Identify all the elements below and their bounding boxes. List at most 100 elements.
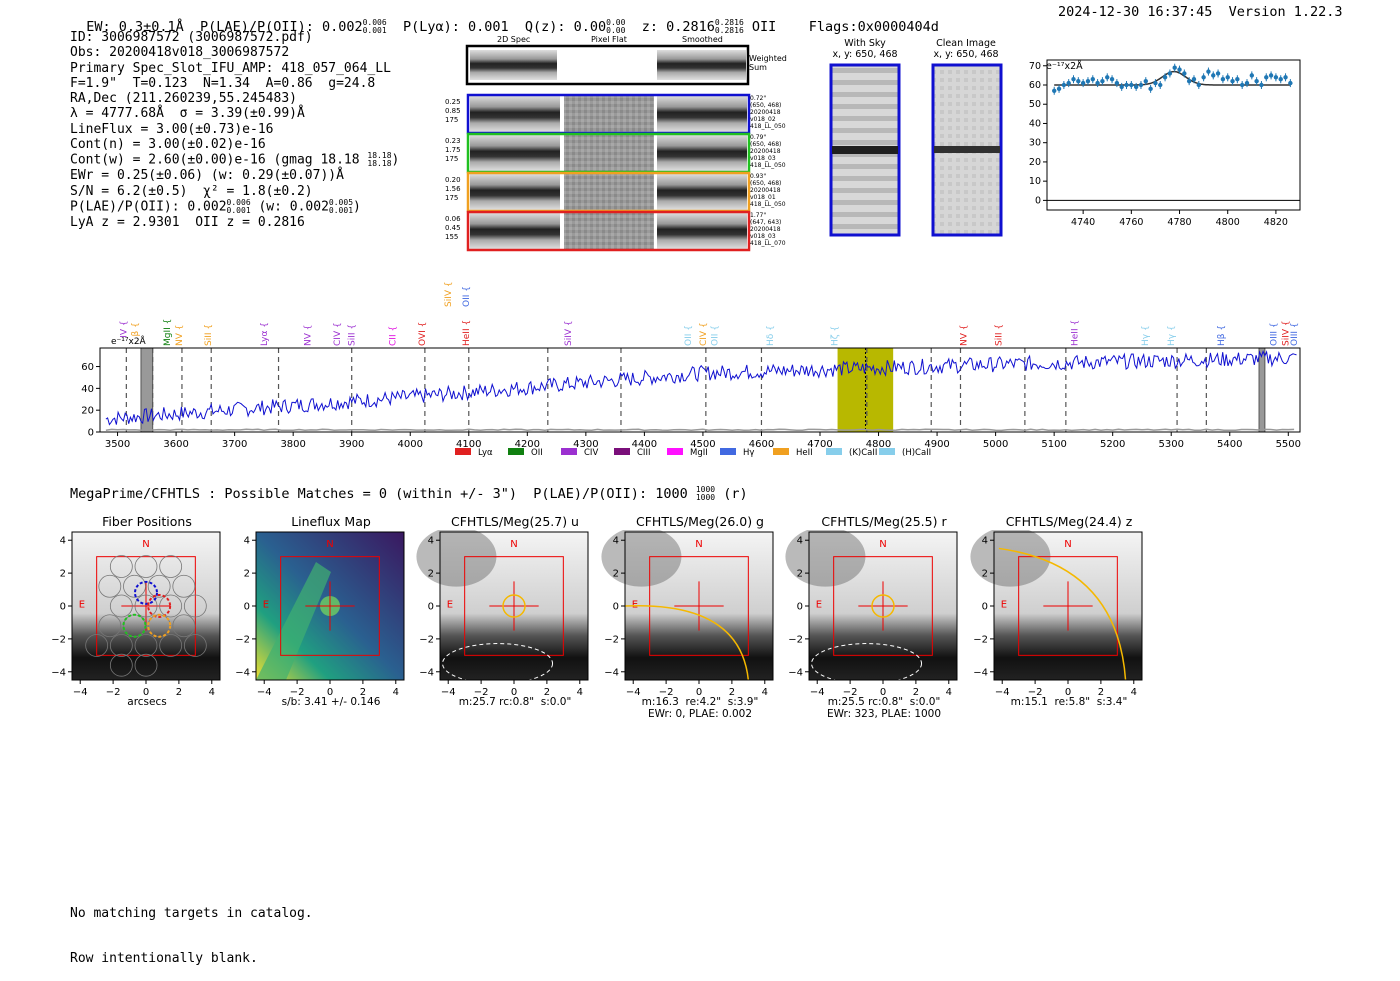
- panel-xtick-label: 0: [327, 687, 333, 698]
- zoom-point: [1259, 82, 1264, 88]
- spectrum-xtick-label: 4900: [924, 439, 949, 450]
- zoom-point: [1211, 73, 1216, 78]
- panel-north-label: N: [510, 539, 517, 550]
- spectrum-xtick-label: 4100: [456, 439, 481, 450]
- panel-aperture-arc: [998, 547, 1127, 681]
- panel-xtick-label: 2: [544, 687, 550, 698]
- panel-caption-line1: m:16.3 re:4.2" s:3.9": [641, 696, 759, 708]
- panel-north-label: N: [326, 539, 333, 550]
- cutout-right-value: 20200418: [750, 109, 781, 116]
- panel-east-label: E: [263, 600, 269, 611]
- spectrum-legend-item: CIII: [614, 448, 650, 458]
- fiber-circle: [85, 634, 109, 657]
- spectrum-frame: [99, 347, 1301, 433]
- panel-xtick-label: 0: [511, 687, 517, 698]
- zoom-point: [1119, 84, 1124, 90]
- fiber-circle: [109, 555, 133, 578]
- panel-ytick-label: 4: [613, 536, 619, 547]
- fiber-circle: [123, 574, 146, 598]
- spectrum-legend-item: (H)CaII: [879, 448, 931, 458]
- cutout-smooth: [657, 213, 747, 249]
- cutout-row-left-label: 0.20 1.56 175: [445, 176, 461, 203]
- zoom-xtick-label: 4800: [1216, 217, 1240, 228]
- cutout-right-value: 20200418: [750, 226, 781, 233]
- header-datetime: 2024-12-30 16:37:45 Version 1.22.3: [1058, 4, 1343, 20]
- spectrum-legend-item: CIV: [561, 448, 598, 458]
- panel-ytick-label: −2: [604, 634, 619, 645]
- panel-caption-line2: EWr: 0, PLAE: 0.002: [647, 708, 753, 720]
- zoom-ytick-label: 0: [1035, 195, 1041, 206]
- footer-line2: Row intentionally blank.: [70, 951, 258, 966]
- cutout-left-value: 175: [445, 155, 459, 163]
- matches-line: MegaPrime/CFHTLS : Possible Matches = 0 …: [70, 485, 748, 503]
- spectrum-top-label: SiIV {: [444, 281, 454, 307]
- zoom-point: [1129, 82, 1134, 88]
- info-id: ID: 3006987572 (3006987572.pdf): [70, 30, 313, 45]
- zoom-point: [1114, 80, 1120, 86]
- spectrum-legend-item: (K)CaII: [826, 448, 877, 458]
- zoom-point: [1148, 86, 1153, 92]
- legend-swatch: [720, 448, 736, 455]
- spectrum-ytick-label: 40: [81, 384, 94, 395]
- spectrum-legend-item: Lyα: [455, 448, 493, 458]
- legend-swatch: [561, 448, 577, 455]
- weighted-sum-label: Weighted Sum: [749, 54, 787, 72]
- header-summary: EW: 0.3±0.1Å P(LAE)/P(OII): 0.0020.006 0.…: [70, 3, 939, 36]
- cutout-row: [466, 210, 751, 252]
- zoom-point: [1264, 75, 1269, 80]
- panel-catalog-ellipse: [811, 643, 923, 685]
- col-pixel-flat: Pixel Flat: [591, 35, 627, 44]
- panel-aperture-circle: [871, 594, 895, 618]
- zoom-frame: [1046, 59, 1301, 211]
- zoom-point: [1100, 78, 1105, 84]
- zoom-point: [1090, 77, 1095, 82]
- cutout-left-value: 1.56: [445, 185, 461, 193]
- zoom-point: [1143, 78, 1148, 84]
- spectrum-xtick-label: 5000: [983, 439, 1008, 450]
- panel-title: Lineflux Map: [291, 514, 371, 529]
- panel-ytick-label: −4: [788, 667, 803, 678]
- panel-xtick-label: 2: [913, 687, 919, 698]
- legend-label: CIV: [584, 448, 598, 458]
- spectrum-line-label: NV {: [304, 325, 314, 346]
- cutout-2d: [470, 213, 560, 249]
- cutout-right-value: 418_LL_050: [750, 123, 786, 130]
- panel-aperture-circle: [502, 594, 526, 618]
- fiber-circle: [147, 574, 171, 598]
- fiber-circle: [159, 555, 183, 578]
- cutout-row-right-label: 0.72" (650, 468) 20200418 v018_02 418_LL_050: [750, 95, 786, 130]
- fiber-circle: [134, 634, 158, 657]
- spectrum-line-label: CII {: [389, 326, 399, 346]
- panel-caption: arcsecs: [62, 696, 232, 708]
- cutout-row-right-label: 0.79" (650, 468) 20200418 v018_03 418_LL_050: [750, 134, 786, 169]
- cutout-grid: [465, 44, 751, 252]
- panel-xtick-label: −2: [843, 687, 858, 698]
- panel-east-label: E: [447, 600, 453, 611]
- col-smoothed: Smoothed: [682, 35, 723, 44]
- panel-ytick-label: −4: [419, 667, 434, 678]
- panel-xtick-label: −2: [106, 687, 121, 698]
- spectrum-xtick-label: 4600: [749, 439, 774, 450]
- spectrum-xtick-label: 5500: [1276, 439, 1301, 450]
- info-block: ID: 3006987572 (3006987572.pdf) Obs: 202…: [70, 30, 399, 230]
- cutout-left-value: 0.25: [445, 98, 461, 106]
- cutout-smooth: [657, 96, 747, 132]
- zoom-point: [1162, 75, 1168, 80]
- zoom-point: [1109, 77, 1115, 82]
- cutout-row-right-label: 0.93" (650, 468) 20200418 v018_01 418_LL_050: [750, 173, 786, 208]
- legend-swatch: [455, 448, 471, 455]
- panel-xtick-label: 2: [1098, 687, 1104, 698]
- zoom-point: [1085, 78, 1091, 84]
- cutout-right-value: v018_03: [750, 233, 776, 240]
- spectrum-line-label: Hβ {: [1217, 325, 1227, 346]
- panel-xtick-label: −4: [257, 687, 272, 698]
- panel-ytick-label: −2: [973, 634, 988, 645]
- zoom-point: [1191, 77, 1197, 82]
- zoom-point: [1273, 75, 1279, 80]
- spectrum-line-label: OIII {: [1270, 322, 1280, 346]
- info-lineflux: LineFlux = 3.00(±0.73)e-16: [70, 121, 274, 137]
- fiber-circle: [134, 594, 158, 618]
- zoom-point: [1230, 78, 1235, 84]
- fiber-circle: [134, 555, 158, 578]
- cutout-panel: N E −4 −4 −2 −2 0 0 2 2 4 4: [235, 531, 405, 698]
